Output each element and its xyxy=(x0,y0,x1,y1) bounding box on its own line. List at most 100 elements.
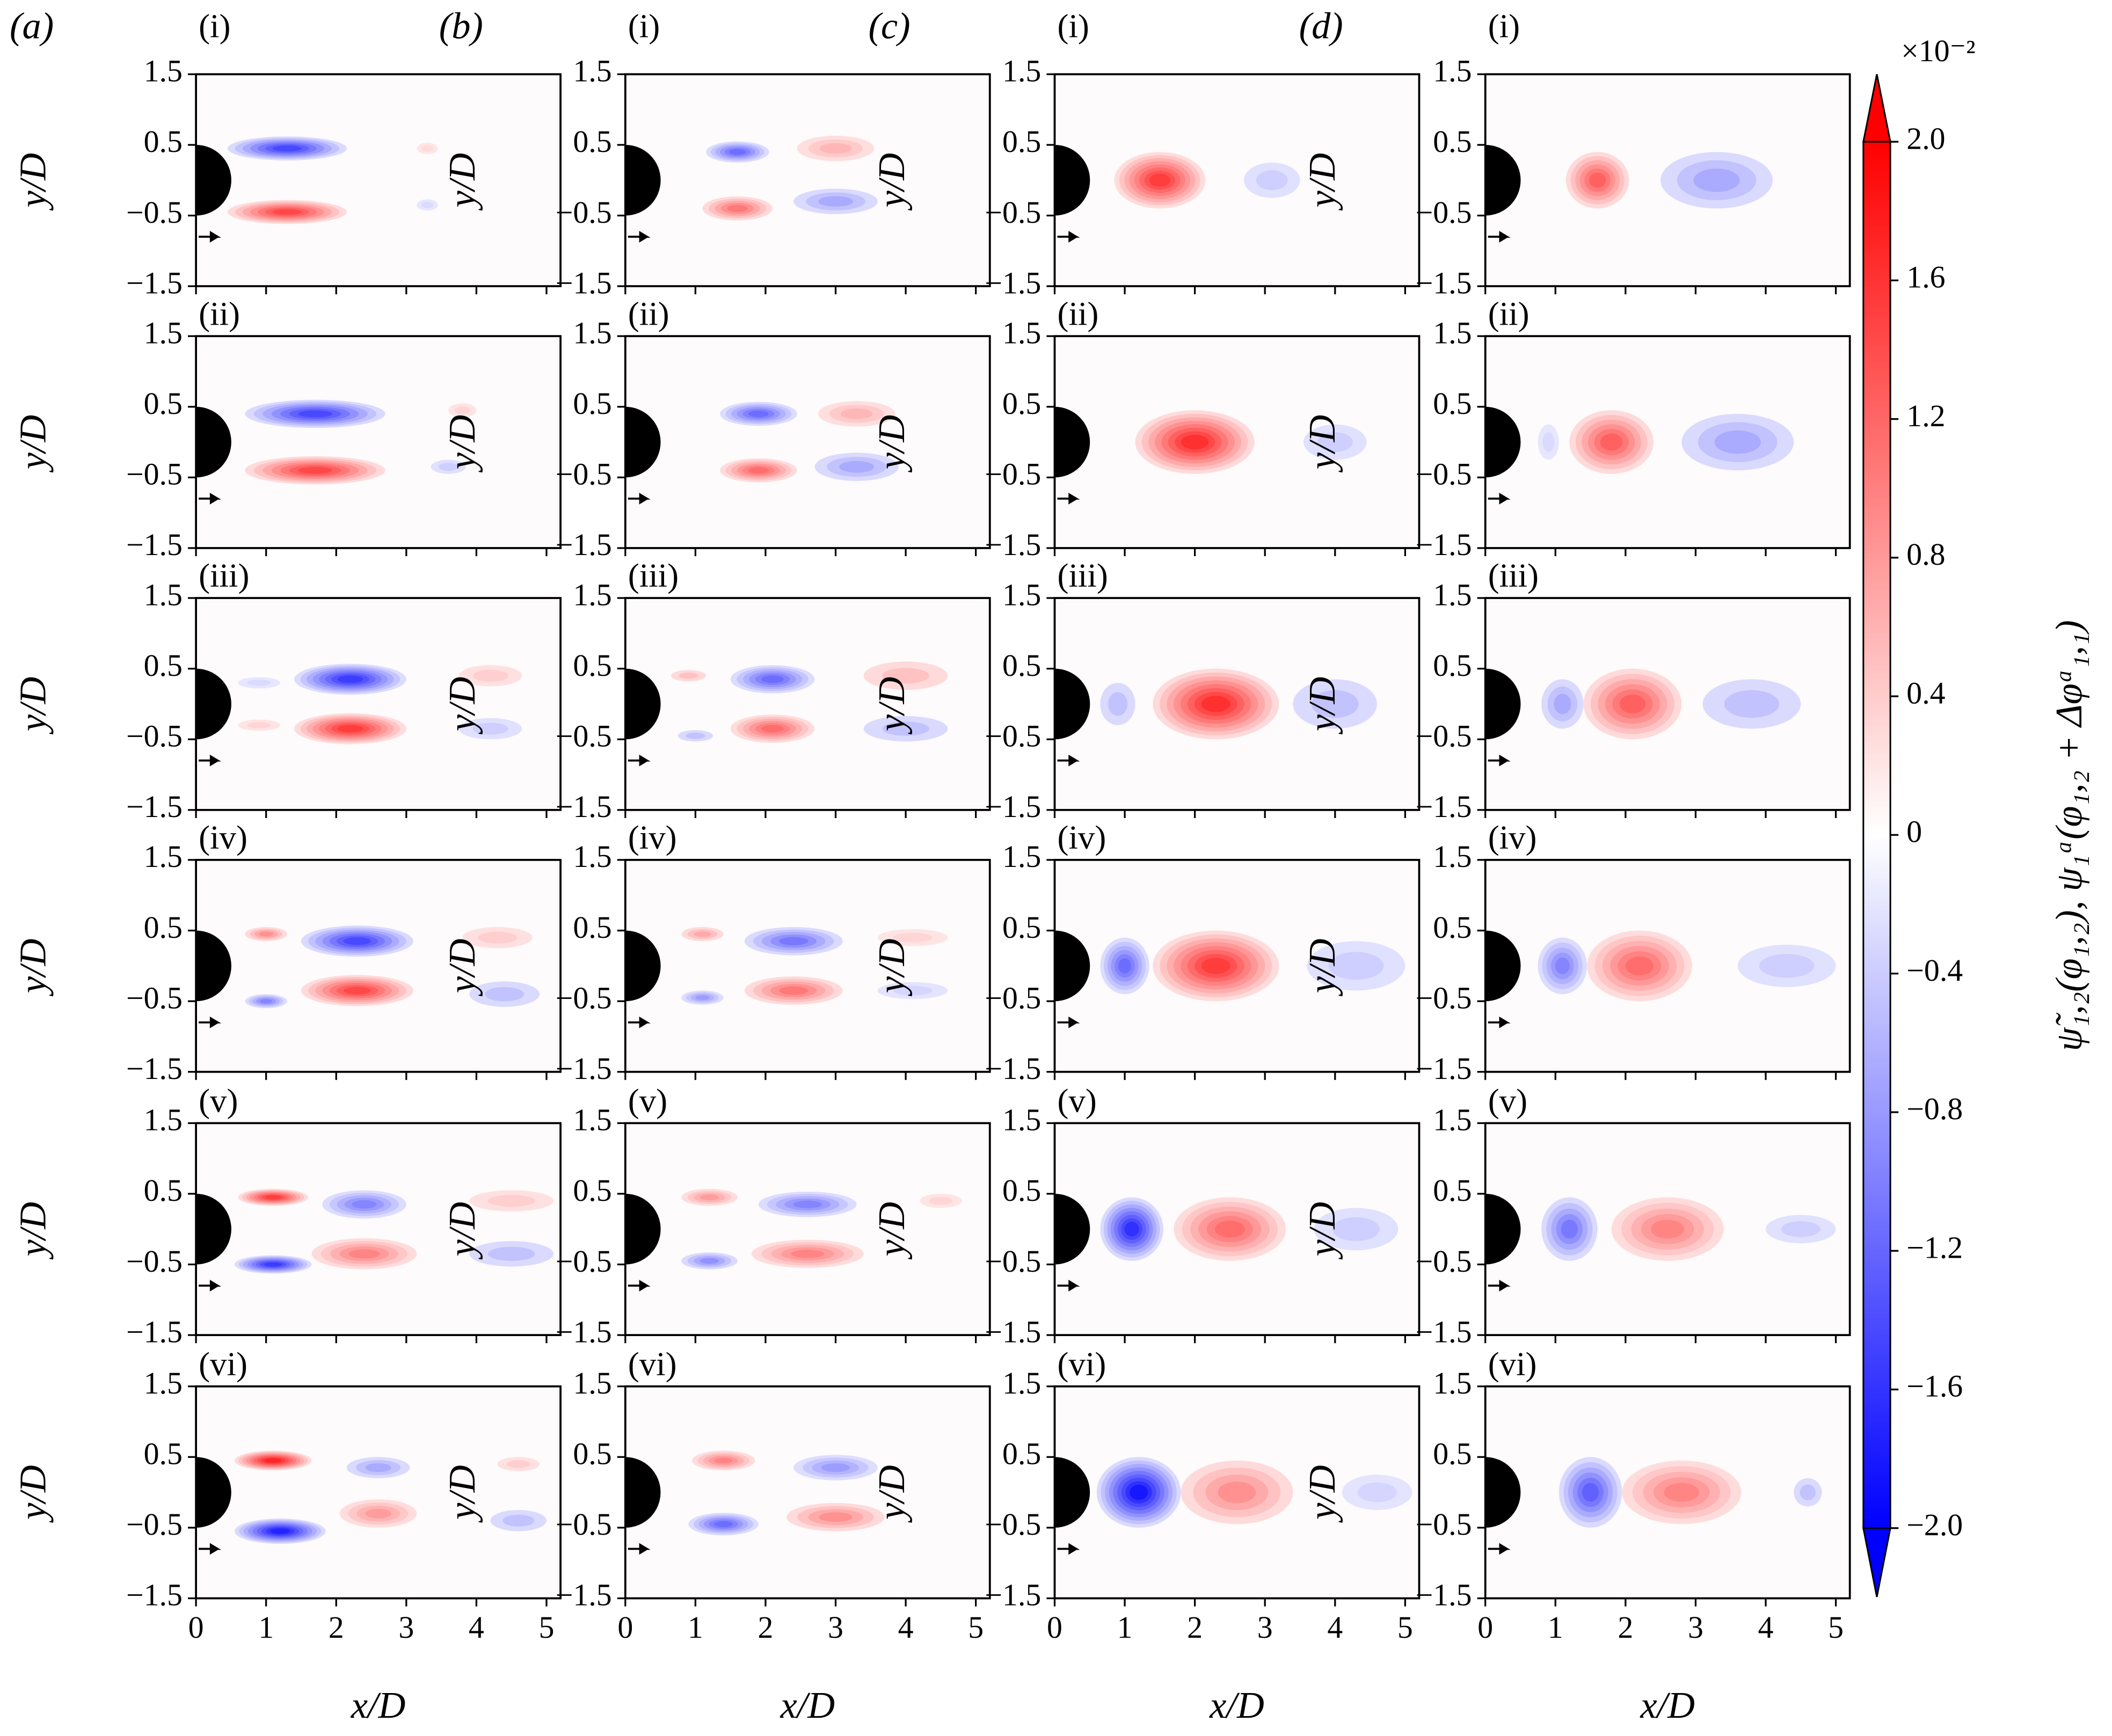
contour-level xyxy=(352,1200,377,1209)
plot-frame xyxy=(1053,1122,1421,1336)
x-tick-label: 0 xyxy=(617,1610,633,1645)
y-tick-label: −1.5 xyxy=(1416,1051,1472,1086)
flow-arrow xyxy=(199,1543,222,1555)
plot-background xyxy=(625,859,990,1072)
contour-level xyxy=(1781,1221,1820,1237)
contour-level xyxy=(365,1508,392,1519)
plot-background xyxy=(196,1123,561,1336)
contour-field xyxy=(227,136,438,224)
panel: 1.5 0.5 −0.5 −1.50 1 2 3 4 5 (vi) y/D x/D xyxy=(12,1345,562,1726)
y-tick-label: −0.5 xyxy=(1416,719,1472,754)
contour-field xyxy=(1096,1457,1412,1528)
contour-level xyxy=(337,675,363,683)
y-tick-label: −0.5 xyxy=(556,980,612,1015)
y-tick-label: 0.5 xyxy=(1433,1173,1472,1208)
contour-level xyxy=(1149,173,1170,187)
y-tick-label: −0.5 xyxy=(126,457,183,492)
contour-level xyxy=(729,149,746,155)
y-tick-label: −0.5 xyxy=(1416,195,1472,230)
plot-background xyxy=(625,1386,990,1599)
cylinder xyxy=(196,1193,231,1265)
contour-field xyxy=(1541,1197,1836,1261)
flow-arrow xyxy=(1057,1016,1080,1029)
y-tick-label: −1.5 xyxy=(985,789,1041,824)
cylinder xyxy=(1054,930,1090,1002)
x-tick-label: 4 xyxy=(1327,1610,1343,1645)
flow-arrow xyxy=(1488,231,1511,243)
x-tick-label: 4 xyxy=(1758,1610,1774,1645)
x-tick-label: 0 xyxy=(188,1610,204,1645)
panel: 1.5 0.5 −0.5 −1.5 (iv) y/D xyxy=(871,819,1421,1086)
row-label: (iv) xyxy=(1488,819,1537,856)
x-tick-label: 4 xyxy=(469,1610,484,1645)
y-tick-label: −1.5 xyxy=(126,527,183,562)
contour-level xyxy=(1108,692,1128,716)
flow-arrow xyxy=(628,492,651,505)
contour-level xyxy=(793,1200,822,1208)
contour-level xyxy=(247,722,271,728)
y-tick-label: −0.5 xyxy=(985,719,1041,754)
y-tick-label: 1.5 xyxy=(1002,315,1041,350)
plot-frame xyxy=(1053,859,1421,1073)
y-axis-label: y/D xyxy=(441,1202,483,1260)
x-tick-label: 3 xyxy=(1257,1610,1273,1645)
flow-arrow xyxy=(1057,754,1080,767)
contour-level xyxy=(438,463,458,471)
contour-level xyxy=(1619,694,1646,714)
x-tick-label: 0 xyxy=(1477,1610,1493,1645)
contour-level xyxy=(1124,1222,1139,1237)
y-tick-label: 0.5 xyxy=(144,910,183,945)
plot-frame xyxy=(1484,335,1851,549)
cylinder xyxy=(1054,406,1090,478)
panel: 1.5 0.5 −0.5 −1.5 (ii) y/D xyxy=(441,295,991,562)
contour-field xyxy=(681,927,948,1005)
contour-level xyxy=(761,675,784,683)
cylinder xyxy=(625,406,661,478)
contour-field xyxy=(671,661,948,743)
cylinder xyxy=(1054,1457,1090,1528)
contour-level xyxy=(485,987,525,1002)
row-label: (ii) xyxy=(628,295,669,332)
plot-background xyxy=(196,336,561,548)
colorbar-multiplier: ×10⁻² xyxy=(1901,33,1975,68)
contour-level xyxy=(748,467,769,474)
row-label: (i) xyxy=(199,8,230,45)
cylinder xyxy=(625,930,661,1002)
contour-level xyxy=(1181,434,1209,450)
flow-arrow xyxy=(1488,1280,1511,1292)
contour-level xyxy=(506,1460,530,1468)
contour-level xyxy=(264,1262,282,1267)
y-axis-label: y/D xyxy=(441,153,483,211)
plot-background xyxy=(625,74,990,287)
y-tick-label: −0.5 xyxy=(126,1507,183,1542)
x-tick-label: 2 xyxy=(1187,1610,1203,1645)
colorbar-extend-top xyxy=(1862,74,1891,143)
row-label: (iv) xyxy=(199,819,247,856)
cylinder xyxy=(196,144,231,216)
contour-field xyxy=(702,135,878,221)
contour-level xyxy=(1542,432,1555,453)
column-label: (a) xyxy=(10,5,54,47)
row-label: (ii) xyxy=(1058,295,1099,332)
y-tick-label: 1.5 xyxy=(1002,54,1041,89)
y-axis-label: y/D xyxy=(1301,938,1343,996)
colorbar-tick-label: 1.2 xyxy=(1906,398,1945,433)
y-axis-label: y/D xyxy=(1301,415,1343,473)
y-axis-label: y/D xyxy=(441,415,483,473)
y-tick-label: 1.5 xyxy=(144,577,183,612)
contour-field xyxy=(234,1450,547,1544)
x-tick-label: 5 xyxy=(968,1610,984,1645)
x-tick-label: 1 xyxy=(1548,1610,1563,1645)
flow-arrow xyxy=(199,754,222,767)
y-axis-label: y/D xyxy=(871,415,913,473)
y-tick-label: 1.5 xyxy=(144,1366,183,1401)
contour-level xyxy=(272,145,302,151)
cylinder xyxy=(625,144,661,216)
y-tick-label: −0.5 xyxy=(556,457,612,492)
flow-arrow xyxy=(628,231,651,243)
y-tick-label: −1.5 xyxy=(1416,1578,1472,1613)
contour-level xyxy=(779,986,809,995)
y-tick-label: 1.5 xyxy=(573,577,611,612)
row-label: (i) xyxy=(1488,8,1520,45)
y-tick-label: 1.5 xyxy=(573,54,611,89)
